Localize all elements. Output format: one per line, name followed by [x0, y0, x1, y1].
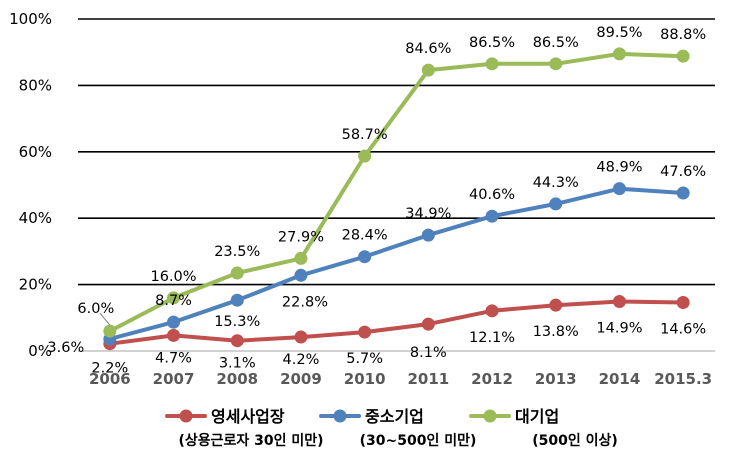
x-tick-label: 2013 [535, 370, 577, 388]
x-tick-label: 2011 [407, 370, 449, 388]
y-tick-label: 20% [19, 276, 52, 294]
legend-swatch-marker [483, 409, 497, 423]
data-point [358, 325, 372, 339]
data-point [485, 304, 499, 318]
legend-sublabel: (상용근로자 30인 미만) [178, 432, 323, 449]
legend-swatch-marker [179, 409, 193, 423]
data-point [421, 63, 435, 77]
data-point [358, 250, 372, 264]
data-point [676, 186, 690, 200]
data-label: 89.5% [596, 25, 642, 41]
data-label: 14.6% [660, 322, 706, 338]
data-point [485, 209, 499, 223]
legend-sublabel: (500인 이상) [532, 432, 618, 449]
data-point [549, 197, 563, 211]
x-tick-label: 2010 [344, 370, 386, 388]
data-label: 4.7% [155, 350, 192, 366]
data-label: 13.8% [533, 324, 579, 340]
data-label: 8.1% [410, 345, 447, 361]
legend: 영세사업장 (상용근로자 30인 미만) 중소기업 (30~500인 미만) 대기업 (5… [165, 407, 618, 449]
data-label: 86.5% [469, 35, 515, 51]
x-tick-label: 2014 [599, 370, 641, 388]
series-lines [103, 47, 690, 351]
data-label: 15.3% [214, 314, 260, 330]
x-tick-label: 2015.3 [654, 370, 712, 388]
data-label: 58.7% [342, 127, 388, 143]
data-label: 88.8% [660, 27, 706, 43]
data-point [421, 317, 435, 331]
data-point [676, 49, 690, 63]
data-point [612, 295, 626, 309]
data-label: 3.6% [47, 340, 84, 356]
data-labels: 2.2% 4.7% 3.1% 4.2% 5.7% 8.1% 12.1% 13.8% 14.9% 1… [47, 25, 706, 377]
data-label: 12.1% [469, 330, 515, 346]
series-line-2 [107, 51, 686, 334]
legend-label: 중소기업 [365, 407, 424, 426]
y-tick-label: 100% [9, 10, 52, 28]
series-line-1 [107, 186, 686, 341]
y-axis-ticks: 0% 20% 40% 60% 80% 100% [9, 10, 52, 360]
data-label: 27.9% [278, 229, 324, 245]
data-label: 47.6% [660, 164, 706, 180]
data-label: 6.0% [77, 301, 114, 317]
data-label: 44.3% [533, 175, 579, 191]
data-label: 84.6% [405, 41, 451, 57]
legend-swatch-marker [333, 409, 347, 423]
series-line-0 [107, 299, 686, 346]
data-point [230, 334, 244, 348]
data-point [549, 298, 563, 312]
data-label: 3.1% [219, 356, 256, 372]
data-point [358, 149, 372, 163]
legend-label: 대기업 [515, 407, 559, 426]
data-point [612, 47, 626, 61]
legend-sublabel: (30~500인 미만) [360, 432, 477, 449]
data-label: 28.4% [342, 228, 388, 244]
data-label: 14.9% [596, 321, 642, 337]
y-tick-label: 40% [19, 209, 52, 227]
x-tick-label: 2008 [216, 370, 258, 388]
data-label: 16.0% [151, 269, 197, 285]
x-tick-label: 2012 [471, 370, 513, 388]
x-tick-label: 2009 [280, 370, 322, 388]
data-label: 86.5% [533, 35, 579, 51]
label-leader-line [99, 312, 111, 326]
y-tick-label: 60% [19, 143, 52, 161]
data-point [549, 57, 563, 71]
gridlines [78, 18, 715, 352]
data-point [294, 330, 308, 344]
x-tick-label: 2007 [153, 370, 195, 388]
x-tick-label: 2006 [89, 370, 131, 388]
data-label: 48.9% [596, 160, 642, 176]
data-point [612, 182, 626, 196]
data-point [167, 328, 181, 342]
data-point [421, 228, 435, 242]
data-label: 22.8% [282, 294, 328, 310]
data-label: 8.7% [155, 293, 192, 309]
data-point [676, 296, 690, 310]
y-tick-label: 80% [19, 76, 52, 94]
data-label: 4.2% [283, 352, 320, 368]
data-point [230, 293, 244, 307]
y-tick-label: 0% [28, 342, 52, 360]
data-point [294, 251, 308, 265]
data-label: 23.5% [214, 244, 260, 260]
legend-label: 영세사업장 [211, 407, 285, 426]
data-label: 5.7% [346, 351, 383, 367]
data-label: 40.6% [469, 187, 515, 203]
data-point [167, 291, 181, 305]
data-label: 2.2% [91, 361, 128, 377]
data-point [230, 266, 244, 280]
data-point [485, 57, 499, 71]
data-point [103, 324, 117, 338]
x-axis-ticks: 2006 2007 2008 2009 2010 2011 2012 2013 2014 2015… [89, 370, 712, 388]
data-point [167, 315, 181, 329]
data-point [294, 268, 308, 282]
data-label: 34.9% [405, 206, 451, 222]
